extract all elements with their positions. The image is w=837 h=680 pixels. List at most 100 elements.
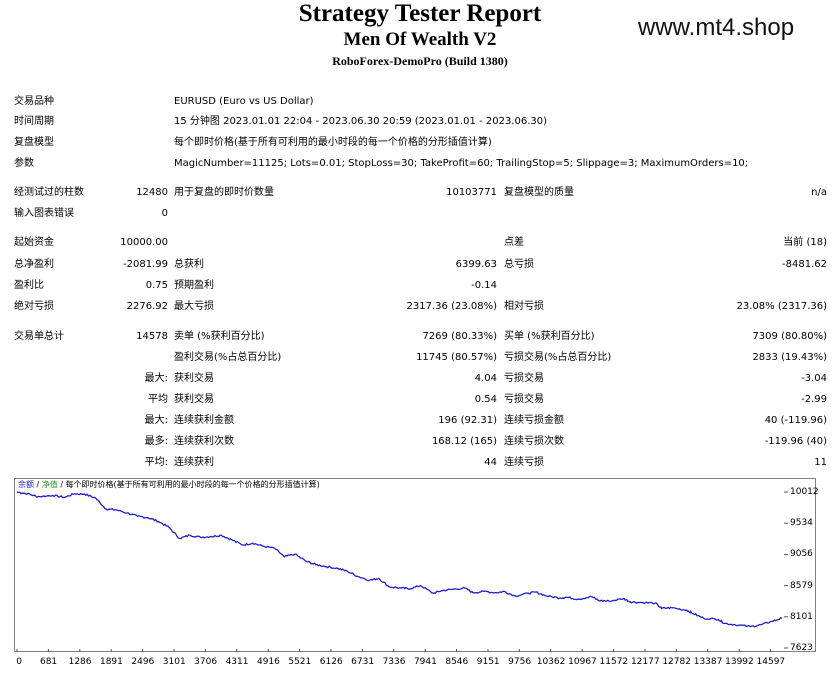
x-tick-label: 12782 [662,657,691,667]
gross-profit-label: 总获利 [174,259,204,270]
max-consecutive-wins-label: 连续获利金额 [174,415,234,426]
most-consecutive-wins-value: 168.12 (165) [431,436,497,447]
profit-trades-value: 11745 (80.57%) [416,352,497,363]
average-consecutive-losses-value: 11 [814,457,827,468]
period-label: 时间周期 [14,116,54,127]
gross-profit-value: 6399.63 [455,259,497,270]
expected-payoff-label: 预期盈利 [174,280,214,291]
total-trades-label: 交易单总计 [14,331,64,342]
average-consecutive-wins-label: 连续获利 [174,457,214,468]
x-tick-label: 3101 [162,657,186,667]
legend-balance: 余额 [18,480,34,489]
max-drawdown-value: 2317.36 (23.08%) [406,301,497,312]
x-tick-label: 9151 [476,657,500,667]
bars-value: 12480 [136,187,168,198]
y-tick-label: 9534 [790,518,813,529]
deposit-label: 起始资金 [14,237,54,248]
relative-drawdown-value: 23.08% (2317.36) [736,301,827,312]
max-consecutive-prefix: 最大: [144,415,168,426]
average-consecutive-wins-value: 44 [484,457,497,468]
x-tick-label: 3706 [194,657,218,667]
largest-loss-label: 亏损交易 [504,373,544,384]
x-tick-label: 10362 [536,657,566,667]
net-profit-label: 总净盈利 [14,259,54,270]
max-drawdown-label: 最大亏损 [174,301,214,312]
max-consecutive-wins-value: 196 (92.31) [438,415,497,426]
gross-loss-value: -8481.62 [782,259,827,270]
params-value: MagicNumber=11125; Lots=0.01; StopLoss=3… [174,158,749,169]
x-tick-label: 2496 [131,657,155,667]
y-tick-label: 10012 [790,487,819,497]
period-value: 15 分钟图 2023.01.01 22:04 - 2023.06.30 20:… [174,116,548,127]
legend-equity: 净值 [41,480,58,489]
x-tick-label: 0 [16,657,22,667]
x-tick-label: 8546 [445,657,469,667]
y-tick-label: 9056 [790,549,813,560]
x-tick-label: 681 [39,657,58,667]
x-tick-label: 1286 [68,657,92,667]
quality-value: n/a [811,187,827,198]
average-consecutive-losses-label: 连续亏损 [504,457,544,468]
spread-label: 点差 [504,237,524,248]
x-tick-label: 7941 [413,657,437,667]
server-build: RoboForex-DemoPro (Build 1380) [332,54,508,68]
legend-sep: / [57,480,66,489]
balance-series-line [16,491,783,628]
total-trades-value: 14578 [136,331,168,342]
y-tick-label: 8101 [790,611,813,622]
largest-prefix: 最大: [144,373,168,384]
long-positions-label: 买单 (%获利百分比) [504,331,595,342]
average-loss-label: 亏损交易 [504,394,544,405]
short-positions-label: 卖单 (%获利百分比) [174,331,265,342]
average-loss-value: -2.99 [801,394,827,405]
chart-frame [14,478,816,652]
absolute-drawdown-label: 绝对亏损 [14,301,54,312]
balance-chart [16,491,788,652]
x-tick-label: 13387 [693,657,723,667]
max-consecutive-losses-value: 40 (-119.96) [764,415,827,426]
y-tick-label: 8579 [790,580,813,591]
x-tick-label: 6126 [319,657,343,667]
symbol-value: EURUSD (Euro vs US Dollar) [174,96,314,107]
x-tick-label: 1891 [99,657,123,667]
long-positions-value: 7309 (80.80%) [752,331,827,342]
model-label: 复盘模型 [14,137,54,148]
most-consecutive-prefix: 最多: [144,436,168,447]
profit-trades-label: 盈利交易(%占总百分比) [174,352,282,363]
average-prefix: 平均 [148,394,168,405]
x-tick-label: 4311 [225,657,249,667]
loss-trades-value: 2833 (19.43%) [752,352,827,363]
legend-sep: / [34,480,42,489]
x-tick-label: 4916 [256,657,280,667]
expert-name: Men Of Wealth V2 [343,29,497,50]
profit-factor-value: 0.75 [145,280,168,291]
x-tick-label: 11572 [599,657,629,667]
x-tick-label: 5521 [288,657,312,667]
params-label: 参数 [14,158,34,169]
max-consecutive-losses-label: 连续亏损金额 [504,415,564,426]
loss-trades-label: 亏损交易(%占总百分比) [504,352,612,363]
deposit-value: 10000.00 [120,237,168,248]
chart-legend: 余额 / 净值 / 每个即时价格(基于所有可利用的最小时段的每一个价格的分形插值… [18,480,320,490]
absolute-drawdown-value: 2276.92 [126,301,168,312]
average-profit-label: 获利交易 [174,394,214,405]
largest-profit-value: 4.04 [474,373,497,384]
quality-label: 复盘模型的质量 [504,187,574,198]
expected-payoff-value: -0.14 [471,280,497,291]
legend-model: 每个即时价格(基于所有可利用的最小时段的每一个价格的分形插值计算) [65,480,320,489]
relative-drawdown-label: 相对亏损 [504,301,544,312]
watermark-text: www.mt4.shop [638,14,795,41]
most-consecutive-losses-label: 连续亏损次数 [504,436,564,447]
x-tick-label: 9756 [508,657,532,667]
short-positions-value: 7269 (80.33%) [422,331,497,342]
largest-profit-label: 获利交易 [174,373,214,384]
symbol-label: 交易品种 [14,96,54,107]
report-title: Strategy Tester Report [298,0,542,27]
ticks-label: 用于复盘的即时价数量 [174,187,274,198]
most-consecutive-wins-label: 连续获利次数 [174,436,234,447]
x-tick-label: 13992 [725,657,754,667]
bars-label: 经测试过的柱数 [14,187,84,198]
x-tick-label: 6731 [351,657,375,667]
errors-value: 0 [161,208,168,219]
x-tick-label: 14597 [756,657,786,667]
